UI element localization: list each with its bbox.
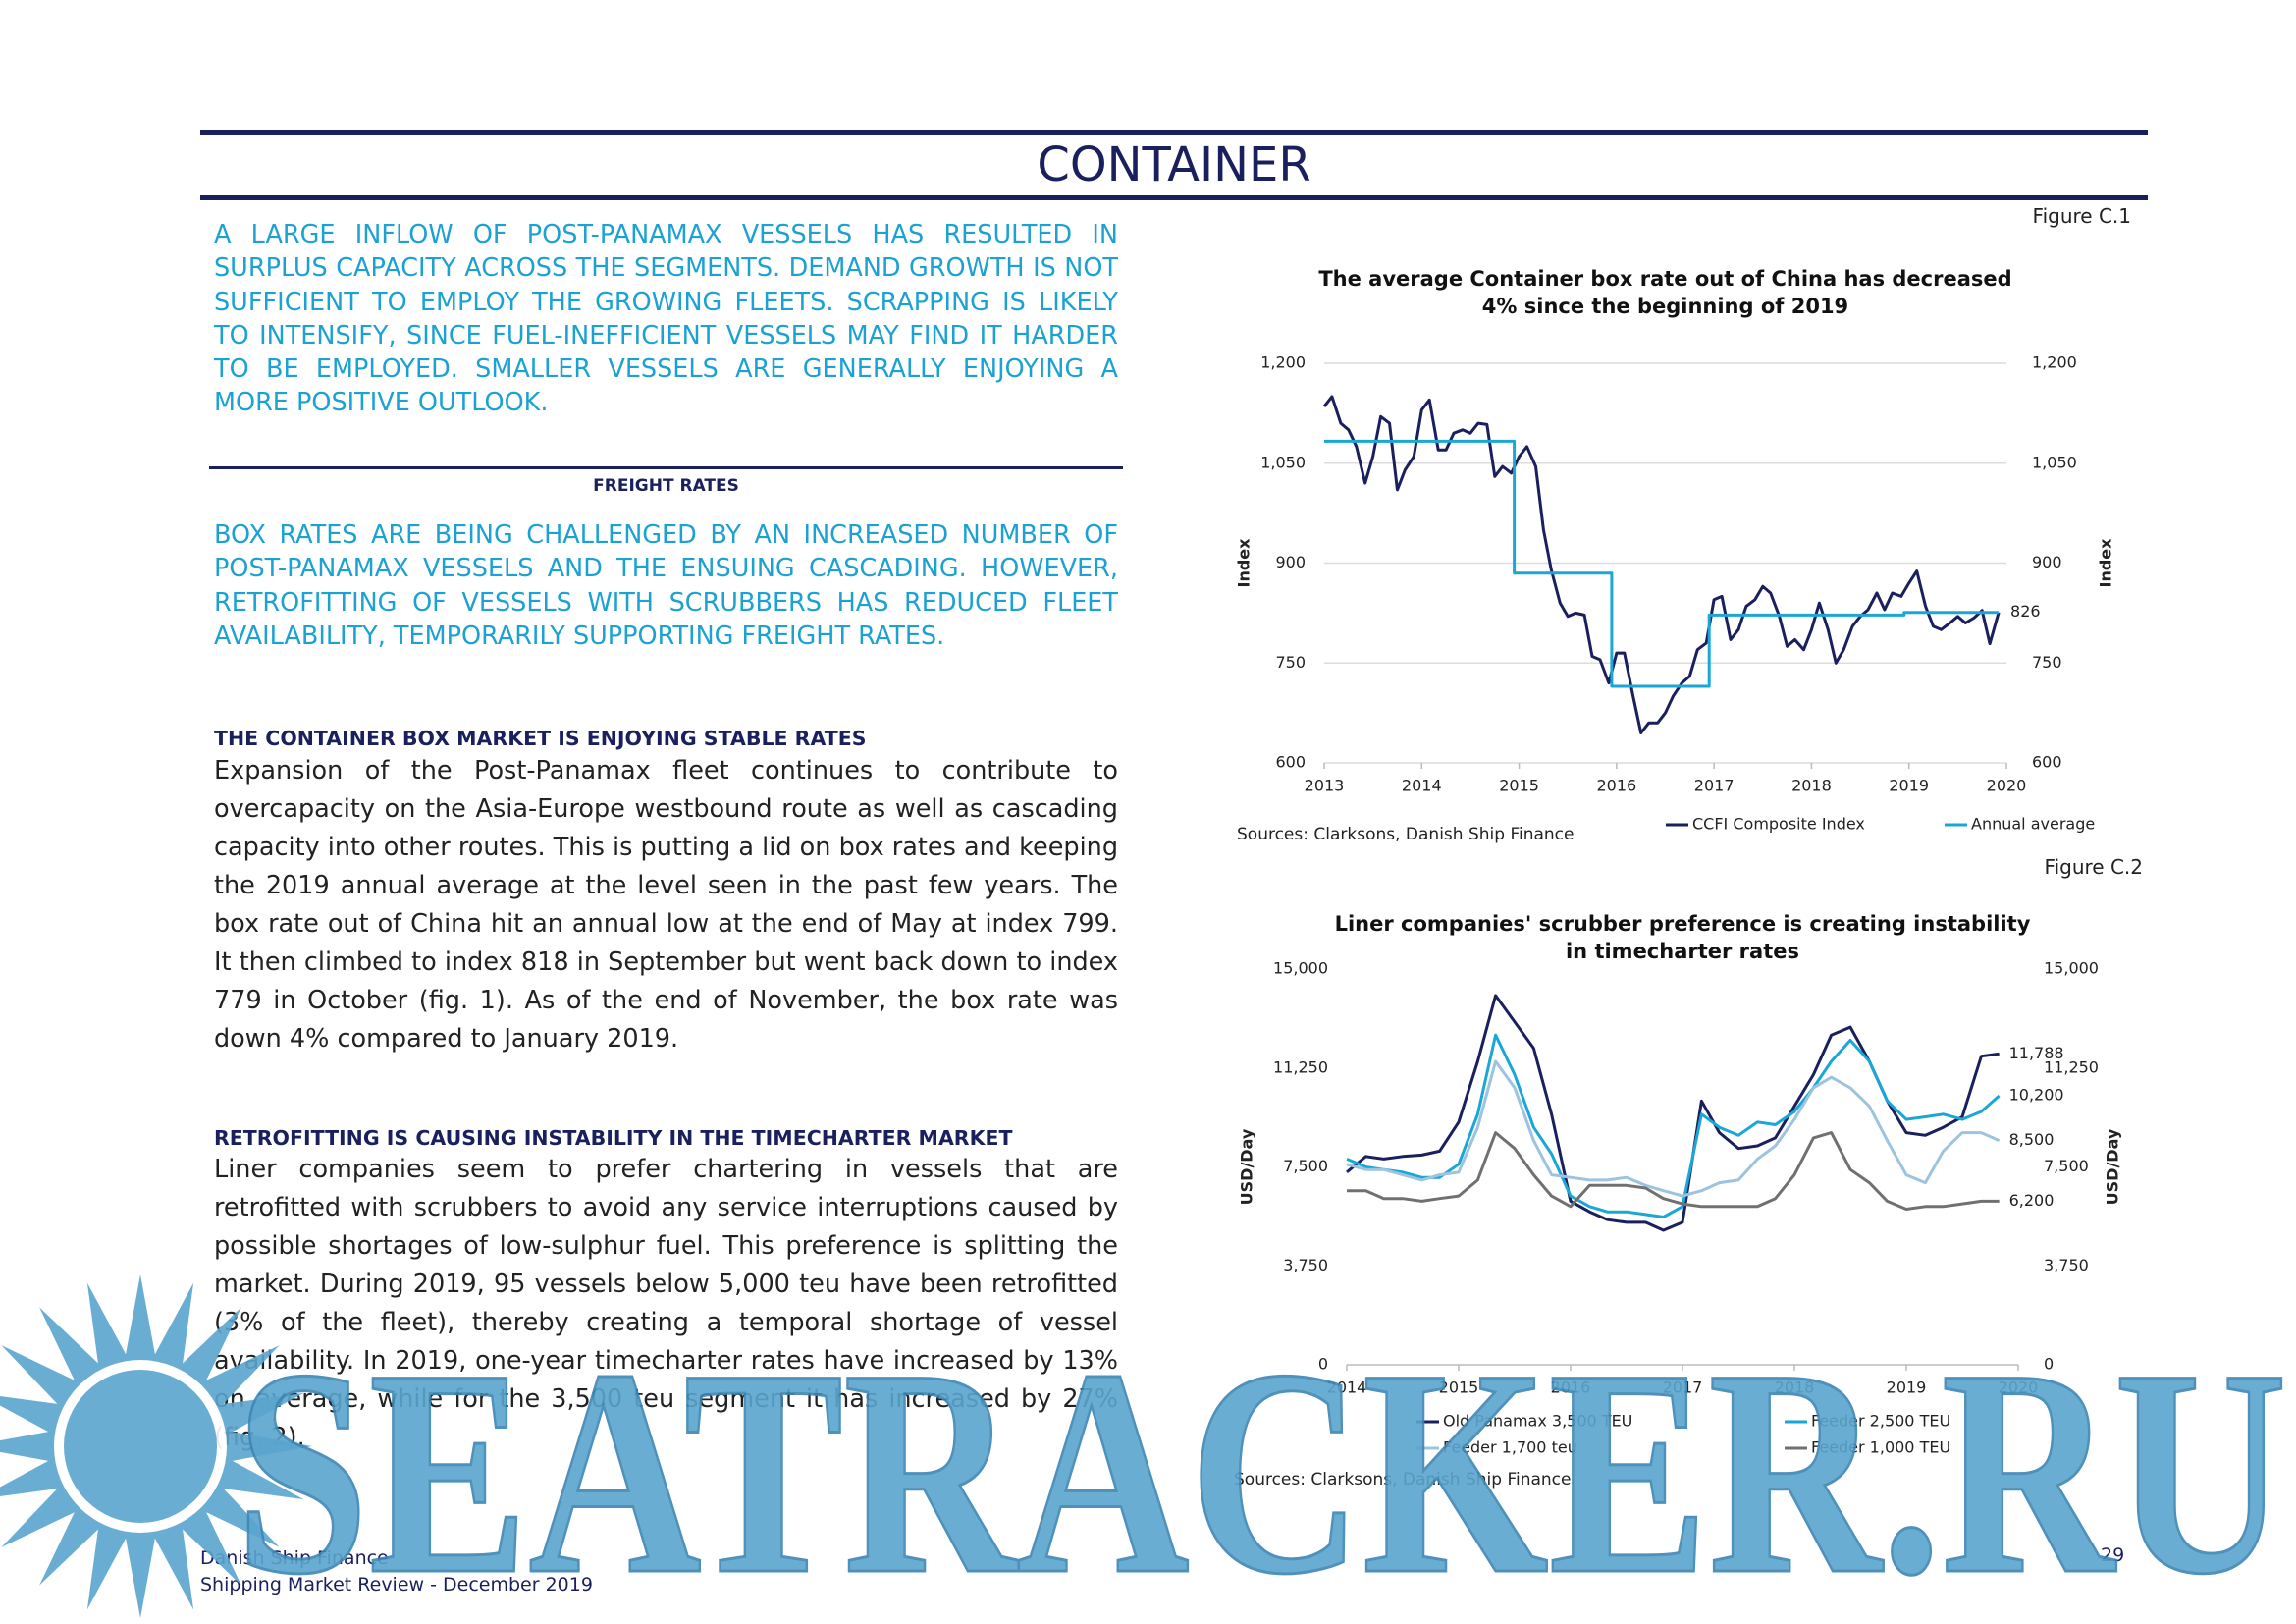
y-tick-label: 0 — [1318, 1355, 1328, 1374]
x-tick-label: 2020 — [1999, 1379, 2039, 1397]
chart-source: Sources: Clarksons, Danish Ship Finance — [1234, 1470, 1572, 1489]
y-tick-label: 7,500 — [1283, 1157, 1328, 1175]
value-label: 826 — [2010, 602, 2041, 621]
series-line — [1324, 439, 2000, 688]
chart-title: The average Container box rate out of Ch… — [1318, 267, 2012, 318]
y-tick-label: 15,000 — [1273, 959, 1328, 978]
y2-tick-label: 750 — [2032, 653, 2062, 672]
subsection-summary: BOX RATES ARE BEING CHALLENGED BY AN INC… — [214, 520, 1118, 651]
legend-label: Feeder 1,700 teu — [1443, 1438, 1577, 1457]
y-axis-label: Index — [1235, 538, 1254, 588]
article-body: Expansion of the Post-Panamax fleet cont… — [214, 756, 1118, 1054]
y2-tick-label: 1,050 — [2032, 453, 2077, 471]
article-heading: THE CONTAINER BOX MARKET IS ENJOYING STA… — [214, 727, 867, 750]
legend-label: Feeder 1,000 TEU — [1811, 1438, 1950, 1457]
y-tick-label: 1,200 — [1260, 353, 1306, 372]
legend-label: Feeder 2,500 TEU — [1811, 1412, 1950, 1431]
value-label: 10,200 — [2009, 1085, 2064, 1104]
figure-label: Figure C.1 — [2032, 204, 2131, 228]
page-number: 29 — [2101, 1544, 2125, 1566]
y2-tick-label: 900 — [2032, 553, 2062, 571]
top-rule — [200, 130, 2148, 135]
y-tick-label: 3,750 — [1283, 1256, 1328, 1274]
y2-tick-label: 15,000 — [2044, 959, 2099, 978]
y-tick-label: 1,050 — [1260, 453, 1306, 471]
section-title: CONTAINER — [1037, 137, 1311, 192]
x-tick-label: 2018 — [1775, 1379, 1815, 1397]
article-body: Liner companies seem to prefer charterin… — [214, 1155, 1118, 1452]
x-tick-label: 2016 — [1596, 777, 1636, 795]
figure-label: Figure C.2 — [2044, 855, 2143, 879]
intro: A LARGE INFLOW OF POST-PANAMAX VESSELS H… — [214, 220, 1118, 418]
y-tick-label: 11,250 — [1273, 1057, 1328, 1076]
x-tick-label: 2016 — [1551, 1379, 1591, 1397]
x-tick-label: 2019 — [1887, 1379, 1927, 1397]
chart-title: Liner companies' scrubber preference is … — [1334, 912, 2031, 963]
y2-axis-label: USD/Day — [2104, 1128, 2122, 1205]
series-line — [1322, 395, 2001, 734]
x-tick-label: 2017 — [1663, 1379, 1703, 1397]
x-tick-label: 2019 — [1889, 777, 1929, 795]
x-tick-label: 2020 — [1987, 777, 2027, 795]
y2-tick-label: 1,200 — [2032, 353, 2077, 372]
x-tick-label: 2018 — [1791, 777, 1832, 795]
y2-tick-label: 3,750 — [2044, 1256, 2089, 1274]
y2-axis-label: Index — [2097, 538, 2115, 588]
y-tick-label: 900 — [1275, 553, 1306, 571]
x-tick-label: 2015 — [1439, 1379, 1479, 1397]
x-tick-label: 2015 — [1499, 777, 1539, 795]
subsection-title: FREIGHT RATES — [593, 476, 739, 496]
legend-label: CCFI Composite Index — [1692, 815, 1865, 834]
x-tick-label: 2017 — [1694, 777, 1735, 795]
series-line — [1347, 1131, 2000, 1211]
value-label: 8,500 — [2009, 1130, 2055, 1149]
y2-tick-label: 7,500 — [2044, 1157, 2089, 1175]
legend-label: Old Panamax 3,500 TEU — [1443, 1412, 1632, 1431]
series-line — [1346, 1033, 2001, 1218]
value-label: 6,200 — [2009, 1191, 2055, 1210]
y-axis-label: USD/Day — [1238, 1128, 1256, 1205]
title-rule — [200, 195, 2148, 200]
y-tick-label: 750 — [1275, 653, 1306, 672]
y2-tick-label: 0 — [2044, 1355, 2054, 1374]
y2-tick-label: 11,250 — [2044, 1057, 2099, 1076]
series-line — [1346, 1059, 2001, 1198]
x-tick-label: 2013 — [1305, 777, 1345, 795]
y-tick-label: 600 — [1275, 753, 1306, 772]
series-line — [1346, 994, 2000, 1232]
article-heading: RETROFITTING IS CAUSING INSTABILITY IN T… — [214, 1126, 1013, 1150]
value-label: 11,788 — [2009, 1044, 2064, 1062]
x-tick-label: 2014 — [1402, 777, 1442, 795]
x-tick-label: 2014 — [1327, 1379, 1367, 1397]
y2-tick-label: 600 — [2032, 753, 2062, 772]
chart-source: Sources: Clarksons, Danish Ship Finance — [1237, 825, 1575, 844]
sub-rule — [209, 466, 1123, 469]
legend-label: Annual average — [1971, 815, 2095, 834]
